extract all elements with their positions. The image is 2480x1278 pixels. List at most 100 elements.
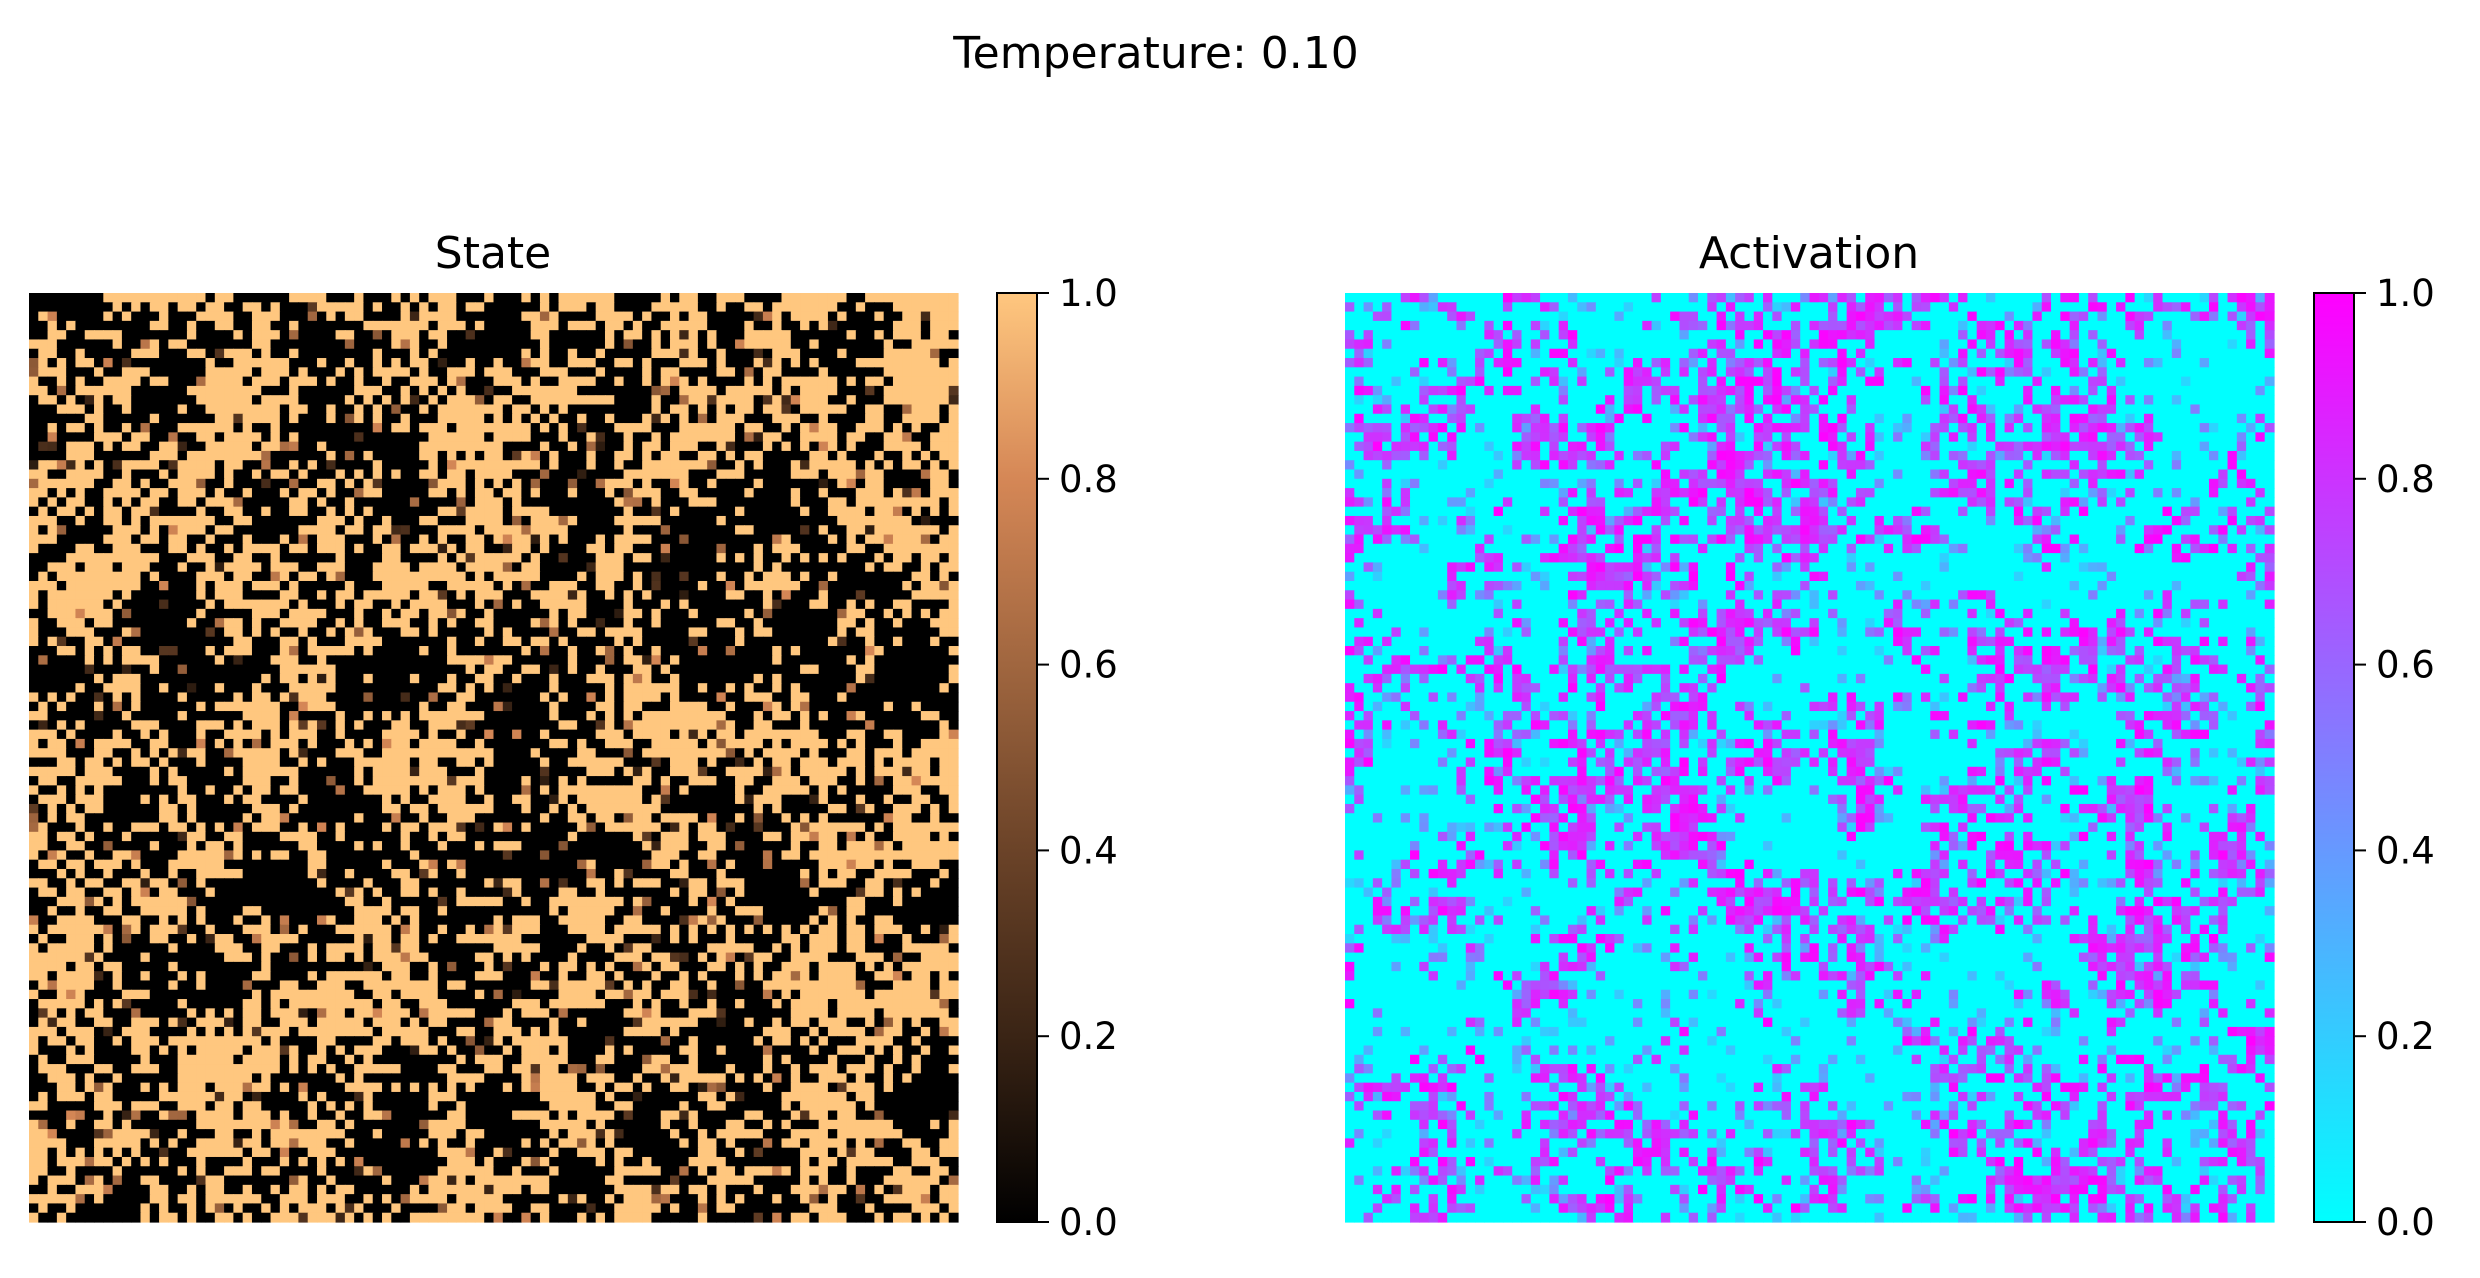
heatmap-cell	[688, 339, 699, 350]
heatmap-cell	[363, 701, 374, 712]
heatmap-cell	[289, 413, 300, 424]
heatmap-cell	[214, 413, 225, 424]
heatmap-cell	[595, 497, 606, 508]
heatmap-cell	[354, 450, 365, 461]
heatmap-cell	[47, 655, 58, 666]
heatmap-cell	[753, 599, 764, 610]
heatmap-cell	[920, 580, 931, 591]
heatmap-cell	[316, 460, 327, 471]
heatmap-cell	[205, 627, 216, 638]
heatmap-cell	[409, 469, 420, 480]
heatmap-cell	[493, 339, 504, 350]
heatmap-cell	[558, 701, 569, 712]
heatmap-cell	[326, 571, 337, 582]
heatmap-cell	[651, 293, 662, 303]
heatmap-cell	[447, 460, 457, 471]
heatmap-cell	[623, 673, 634, 684]
heatmap-cell	[279, 348, 290, 359]
heatmap-cell	[790, 543, 801, 554]
heatmap-cell	[205, 376, 216, 387]
heatmap-cell	[456, 599, 467, 610]
heatmap-cell	[790, 683, 801, 694]
heatmap-cell	[809, 432, 820, 443]
heatmap-cell	[493, 748, 504, 759]
heatmap-cell	[558, 376, 569, 387]
heatmap-cell	[855, 646, 866, 656]
heatmap-cell	[716, 590, 727, 601]
heatmap-cell	[725, 469, 736, 480]
heatmap-cell	[920, 543, 931, 554]
heatmap-cell	[168, 720, 179, 731]
heatmap-cell	[224, 729, 234, 740]
heatmap-cell	[84, 673, 95, 684]
heatmap-cell	[140, 330, 151, 341]
heatmap-cell	[539, 618, 550, 629]
heatmap-cell	[948, 720, 959, 731]
heatmap-cell	[400, 460, 411, 471]
heatmap-cell	[642, 711, 653, 721]
heatmap-cell	[168, 367, 179, 378]
heatmap-cell	[660, 543, 671, 554]
heatmap-cell	[205, 673, 216, 684]
heatmap-cell	[168, 618, 179, 629]
heatmap-cell	[493, 701, 504, 712]
heatmap-cell	[781, 562, 792, 573]
heatmap-cell	[502, 590, 513, 601]
heatmap-cell	[29, 432, 39, 443]
heatmap-cell	[772, 423, 783, 433]
heatmap-cell	[465, 478, 476, 489]
heatmap-cell	[56, 655, 67, 666]
heatmap-cell	[725, 673, 736, 684]
heatmap-cell	[512, 571, 522, 582]
heatmap-cell	[642, 673, 653, 684]
heatmap-cell	[530, 506, 541, 517]
heatmap-cell	[140, 701, 151, 712]
heatmap-cell	[354, 423, 365, 433]
heatmap-cell	[326, 450, 337, 461]
heatmap-cell	[400, 720, 411, 731]
heatmap-cell	[437, 738, 448, 749]
heatmap-cell	[586, 488, 597, 498]
heatmap-cell	[29, 683, 39, 694]
heatmap-cell	[140, 673, 151, 684]
heatmap-cell	[902, 302, 913, 313]
heatmap-cell	[47, 608, 58, 619]
heatmap-cell	[604, 395, 615, 406]
heatmap-cell	[948, 646, 959, 656]
heatmap-cell	[140, 618, 151, 629]
heatmap-cell	[716, 358, 727, 368]
heatmap-cell	[307, 506, 318, 517]
heatmap-cell	[512, 664, 522, 675]
heatmap-cell	[168, 302, 179, 313]
heatmap-cell	[883, 432, 894, 443]
heatmap-cell	[614, 330, 625, 341]
heatmap-cell	[604, 683, 615, 694]
heatmap-cell	[484, 692, 495, 703]
heatmap-cell	[224, 348, 234, 359]
heatmap-cell	[939, 330, 950, 341]
heatmap-cell	[604, 627, 615, 638]
heatmap-cell	[112, 330, 123, 341]
heatmap-cell	[242, 655, 253, 666]
heatmap-cell	[660, 590, 671, 601]
heatmap-cell	[883, 655, 894, 666]
heatmap-cell	[716, 562, 727, 573]
heatmap-cell	[502, 534, 513, 545]
heatmap-cell	[549, 302, 560, 313]
heatmap-cell	[762, 339, 773, 350]
heatmap-cell	[447, 339, 457, 350]
heatmap-cell	[688, 711, 699, 721]
heatmap-cell	[159, 562, 169, 573]
heatmap-cell	[140, 571, 151, 582]
heatmap-cell	[772, 655, 783, 666]
heatmap-cell	[242, 293, 253, 303]
heatmap-cell	[539, 497, 550, 508]
heatmap-cell	[214, 553, 225, 564]
heatmap-cell	[539, 720, 550, 731]
heatmap-cell	[289, 525, 300, 536]
heatmap-cell	[131, 376, 142, 387]
heatmap-cell	[800, 590, 810, 601]
heatmap-cell	[827, 376, 838, 387]
heatmap-cell	[697, 404, 708, 415]
heatmap-cell	[930, 385, 941, 396]
